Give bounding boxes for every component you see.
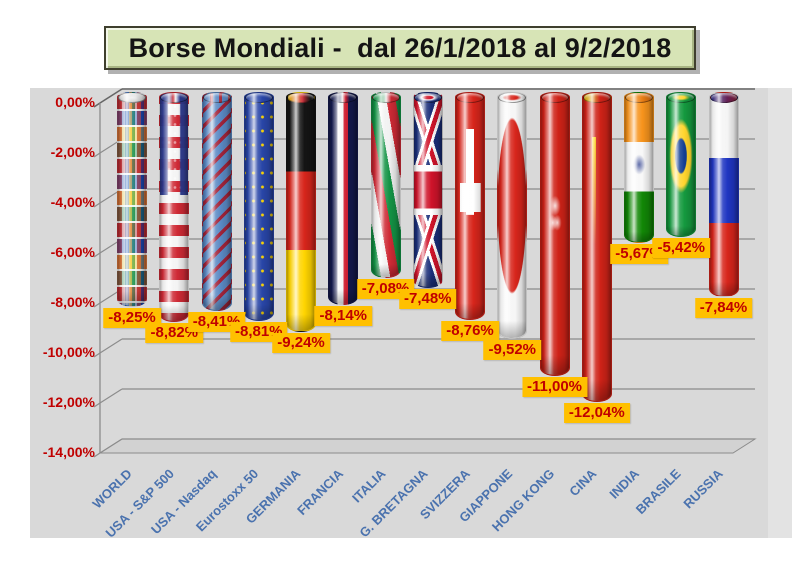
bar-germania: [286, 92, 316, 332]
bar-russia: [708, 92, 739, 297]
bar-top-cap: [329, 92, 358, 103]
bar-cina: [581, 92, 612, 402]
y-tick-label: -6,00%: [50, 244, 95, 260]
value-label-svizzera: -8,76%: [441, 321, 499, 341]
bar-hong-kong: [539, 92, 570, 376]
bar-italia: [370, 92, 401, 278]
bar-top-cap: [709, 93, 738, 103]
y-tick-label: -4,00%: [50, 194, 95, 210]
value-label-germania: -9,24%: [272, 333, 330, 353]
value-label-g-bretagna: -7,48%: [398, 289, 457, 309]
y-tick-label: -14,00%: [42, 444, 95, 460]
bar-top-cap: [118, 93, 146, 103]
grid-line: [93, 102, 101, 108]
value-label-hong-kong: -11,00%: [521, 377, 588, 397]
y-tick-label: -10,00%: [42, 344, 95, 360]
plot-background-edge: [768, 88, 792, 538]
y-tick-label: 0,00%: [55, 94, 95, 110]
value-label-brasile: -5,42%: [652, 237, 711, 258]
grid-line: [93, 202, 101, 208]
bar-top-cap: [202, 93, 231, 103]
y-tick-label: -8,00%: [50, 294, 95, 310]
grid-line: [93, 352, 101, 358]
grid-line: [99, 88, 123, 104]
grid-line: [93, 252, 101, 258]
bar-top-cap: [667, 92, 696, 103]
bar-top-cap: [160, 92, 189, 103]
bar-top-cap: [413, 93, 442, 103]
bar-usa-s-p-500: [159, 92, 190, 322]
bar-svizzera: [455, 92, 485, 320]
bar-francia: [328, 92, 359, 305]
bar-top-cap: [287, 93, 315, 103]
y-tick-label: -2,00%: [50, 144, 95, 160]
bar-usa-nasdaq: [201, 92, 232, 312]
chart-title: Borse Mondiali - dal 26/1/2018 al 9/2/20…: [104, 26, 696, 70]
grid-line: [93, 152, 101, 158]
value-label-giappone: -9,52%: [483, 340, 542, 360]
bar-top-cap: [371, 93, 400, 103]
bar-eurostoxx-50: [243, 92, 274, 322]
grid-line: [99, 338, 123, 354]
bar-top-cap: [498, 93, 527, 103]
value-label-russia: -7,84%: [694, 298, 753, 318]
bar-top-cap: [456, 93, 484, 103]
bar-g-bretagna: [412, 92, 443, 288]
floor: [98, 438, 757, 454]
bar-top-cap: [540, 93, 569, 103]
value-label-cina: -12,04%: [563, 403, 630, 423]
bar-india: [624, 92, 654, 243]
grid-line: [93, 302, 101, 308]
bar-world: [117, 92, 147, 308]
grid-line: [93, 452, 101, 458]
bar-top-cap: [582, 93, 611, 103]
grid-line: [99, 388, 123, 404]
grid-line: [93, 402, 101, 408]
bar-giappone: [497, 92, 528, 339]
value-label-francia: -8,14%: [314, 305, 373, 326]
grid-line: [99, 438, 123, 454]
bar-brasile: [666, 92, 697, 237]
bar-top-cap: [244, 93, 273, 103]
bar-top-cap: [625, 92, 653, 103]
y-tick-label: -12,00%: [42, 394, 95, 410]
